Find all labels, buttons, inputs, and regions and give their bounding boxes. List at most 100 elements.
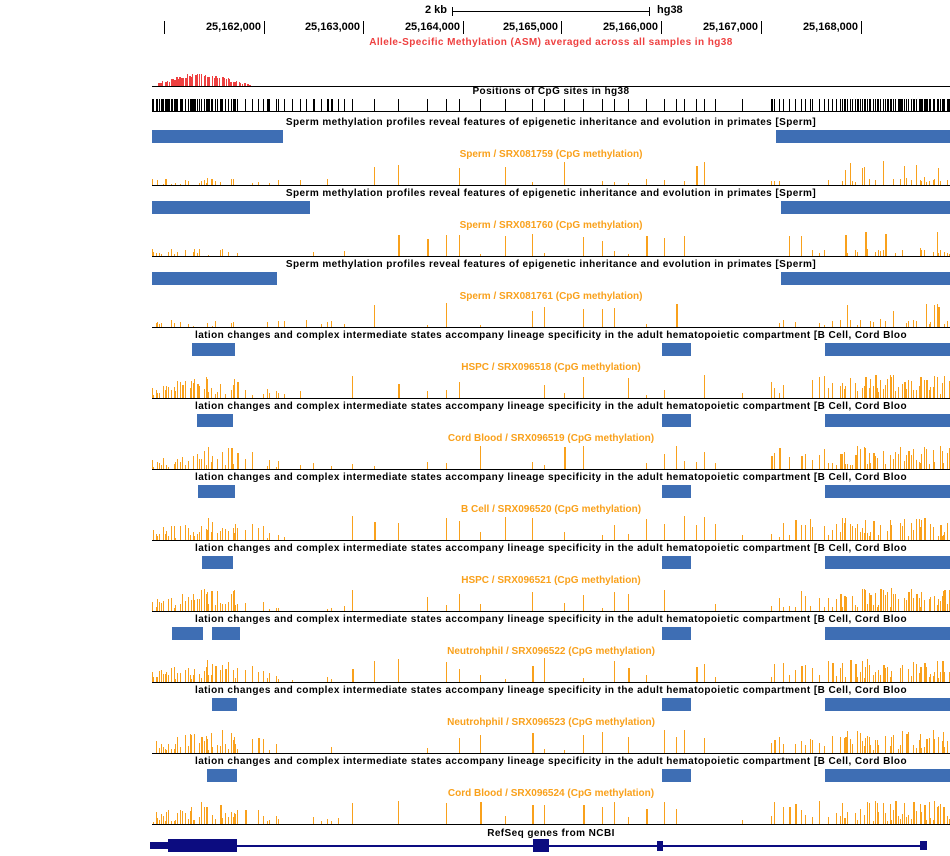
paper-coverage-bar[interactable] (192, 343, 235, 356)
paper-coverage-bar[interactable] (212, 627, 240, 640)
ruler-tick-mark (561, 21, 562, 34)
paper-coverage-bar[interactable] (152, 272, 277, 285)
sample-track-label[interactable]: Sperm / SRX081761 (CpG methylation) (459, 291, 643, 302)
paper-coverage-bar[interactable] (207, 769, 237, 782)
wiggle-plot[interactable] (0, 515, 950, 540)
track-block: lation changes and complex intermediate … (0, 756, 950, 827)
paper-coverage-bar[interactable] (662, 769, 691, 782)
track-baseline (152, 185, 950, 186)
wiggle-plot[interactable] (0, 799, 950, 824)
track-baseline (152, 398, 950, 399)
gene-exon-block[interactable] (168, 839, 237, 852)
paper-coverage-bar[interactable] (197, 414, 233, 427)
asm-baseline (152, 86, 950, 87)
paper-coverage-bar[interactable] (825, 414, 950, 427)
ruler-tick-label: 25,167,000 (702, 21, 758, 33)
scale-bar-label: 2 kb (424, 4, 447, 16)
paper-coverage-bar[interactable] (198, 485, 235, 498)
paper-coverage-bar[interactable] (202, 556, 233, 569)
ruler-tick-mark (264, 21, 265, 34)
paper-title[interactable]: lation changes and complex intermediate … (195, 401, 907, 412)
paper-coverage-bar[interactable] (662, 343, 691, 356)
paper-title[interactable]: Sperm methylation profiles reveal featur… (285, 117, 817, 128)
wiggle-plot[interactable] (0, 302, 950, 327)
track-block: lation changes and complex intermediate … (0, 330, 950, 401)
sample-track-label[interactable]: Sperm / SRX081759 (CpG methylation) (459, 149, 643, 160)
paper-title[interactable]: lation changes and complex intermediate … (195, 614, 907, 625)
track-baseline (152, 327, 950, 328)
wiggle-plot[interactable] (0, 586, 950, 611)
ruler-tick-mark (861, 21, 862, 34)
sample-track-label[interactable]: Cord Blood / SRX096519 (CpG methylation) (447, 433, 655, 444)
track-block: lation changes and complex intermediate … (0, 543, 950, 614)
asm-track-title[interactable]: Allele-Specific Methylation (ASM) averag… (369, 37, 733, 48)
sample-track-label[interactable]: Sperm / SRX081760 (CpG methylation) (459, 220, 643, 231)
paper-title[interactable]: lation changes and complex intermediate … (195, 543, 907, 554)
paper-title[interactable]: lation changes and complex intermediate … (195, 472, 907, 483)
gene-exon-block[interactable] (657, 841, 663, 851)
paper-coverage-bar[interactable] (662, 698, 691, 711)
paper-coverage-bar[interactable] (825, 627, 950, 640)
ruler-tick-mark (761, 21, 762, 34)
sample-track-label[interactable]: HSPC / SRX096521 (CpG methylation) (461, 575, 641, 586)
paper-coverage-bar[interactable] (825, 485, 950, 498)
sample-track-label[interactable]: Cord Blood / SRX096524 (CpG methylation) (447, 788, 655, 799)
wiggle-plot[interactable] (0, 231, 950, 256)
sample-track-label[interactable]: HSPC / SRX096518 (CpG methylation) (461, 362, 641, 373)
sample-track-label[interactable]: B Cell / SRX096520 (CpG methylation) (460, 504, 642, 515)
track-block: Sperm methylation profiles reveal featur… (0, 117, 950, 188)
paper-coverage-bar[interactable] (776, 130, 950, 143)
cpg-track-title[interactable]: Positions of CpG sites in hg38 (472, 86, 630, 97)
ruler-tick-mark (363, 21, 364, 34)
gene-exon-block[interactable] (920, 841, 927, 850)
ruler-tick-label: 25,164,000 (404, 21, 460, 33)
cpg-baseline (152, 111, 950, 112)
paper-title[interactable]: lation changes and complex intermediate … (195, 685, 907, 696)
paper-coverage-bar[interactable] (781, 201, 950, 214)
scale-bar-right-tick (649, 7, 650, 16)
wiggle-plot[interactable] (0, 160, 950, 185)
refseq-track-title[interactable]: RefSeq genes from NCBI (487, 828, 615, 839)
track-block: lation changes and complex intermediate … (0, 685, 950, 756)
wiggle-plot[interactable] (0, 657, 950, 682)
sample-track-label[interactable]: Neutrohphil / SRX096522 (CpG methylation… (447, 646, 655, 657)
paper-title[interactable]: lation changes and complex intermediate … (195, 330, 907, 341)
track-baseline (152, 540, 950, 541)
paper-coverage-bar[interactable] (152, 201, 310, 214)
gene-exon-block[interactable] (533, 839, 549, 852)
track-block: lation changes and complex intermediate … (0, 401, 950, 472)
ruler-tick-mark (661, 21, 662, 34)
paper-coverage-bar[interactable] (662, 414, 691, 427)
wiggle-plot[interactable] (0, 444, 950, 469)
paper-title[interactable]: lation changes and complex intermediate … (195, 756, 907, 767)
paper-coverage-bar[interactable] (781, 272, 950, 285)
gene-utr-block (150, 842, 168, 849)
assembly-label: hg38 (657, 4, 683, 16)
asm-bars (0, 74, 950, 86)
paper-title[interactable]: Sperm methylation profiles reveal featur… (285, 188, 817, 199)
track-block: lation changes and complex intermediate … (0, 614, 950, 685)
paper-coverage-bar[interactable] (825, 698, 950, 711)
paper-coverage-bar[interactable] (825, 556, 950, 569)
paper-coverage-bar[interactable] (152, 130, 283, 143)
wiggle-plot[interactable] (0, 728, 950, 753)
wiggle-plot[interactable] (0, 373, 950, 398)
track-baseline (152, 256, 950, 257)
ruler-tick-label: 25,166,000 (602, 21, 658, 33)
paper-coverage-bar[interactable] (825, 769, 950, 782)
track-baseline (152, 469, 950, 470)
paper-coverage-bar[interactable] (662, 627, 691, 640)
paper-coverage-bar[interactable] (662, 556, 691, 569)
track-baseline (152, 611, 950, 612)
sample-track-label[interactable]: Neutrohphil / SRX096523 (CpG methylation… (447, 717, 655, 728)
paper-coverage-bar[interactable] (662, 485, 691, 498)
paper-coverage-bar[interactable] (825, 343, 950, 356)
paper-coverage-bar[interactable] (212, 698, 237, 711)
paper-coverage-bar[interactable] (172, 627, 203, 640)
track-block: lation changes and complex intermediate … (0, 472, 950, 543)
track-block: Sperm methylation profiles reveal featur… (0, 259, 950, 330)
scale-bar-left-tick (452, 7, 453, 16)
scale-bar-line (452, 11, 650, 12)
paper-title[interactable]: Sperm methylation profiles reveal featur… (285, 259, 817, 270)
